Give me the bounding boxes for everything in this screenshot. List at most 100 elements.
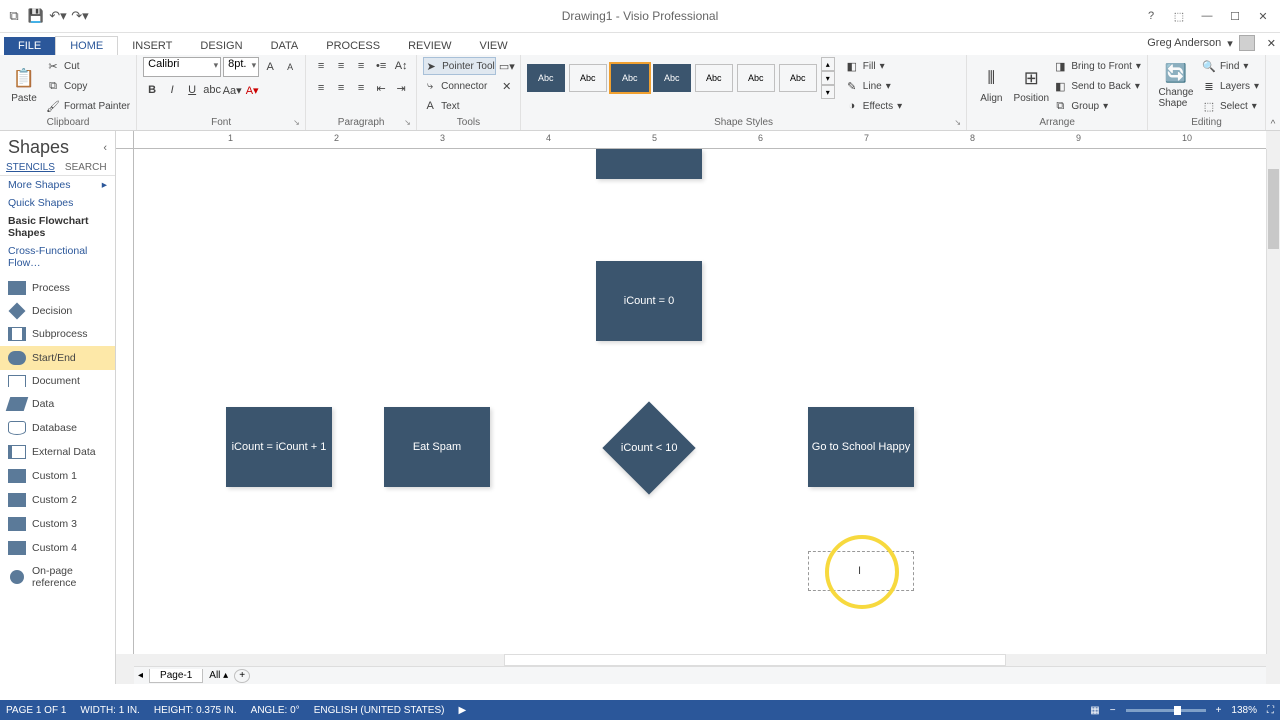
underline-button[interactable]: U bbox=[183, 81, 201, 99]
drawing-canvas[interactable]: iCount = 0 iCount = iCount + 1 Eat Spam Go … bbox=[134, 149, 1266, 654]
minimize-ribbon-icon[interactable]: ⬚ bbox=[1166, 6, 1192, 26]
tab-design[interactable]: DESIGN bbox=[186, 37, 256, 55]
change-shape-button[interactable]: 🔄Change Shape bbox=[1154, 57, 1198, 113]
paste-button[interactable]: 📋 Paste bbox=[6, 57, 42, 113]
bullets-icon[interactable]: •≡ bbox=[372, 57, 390, 75]
redo-icon[interactable]: ↷▾ bbox=[70, 6, 90, 26]
font-color-button[interactable]: A▾ bbox=[243, 81, 261, 99]
shape-top-partial[interactable] bbox=[596, 149, 702, 179]
font-name-combo[interactable]: Calibri bbox=[143, 57, 221, 77]
select-button[interactable]: ⬚Select▾ bbox=[1202, 97, 1259, 115]
zoom-in-icon[interactable]: + bbox=[1216, 705, 1222, 716]
zoom-label[interactable]: 138% bbox=[1231, 705, 1257, 716]
cross-functional-stencil[interactable]: Cross-Functional Flow… bbox=[0, 242, 115, 272]
shape-icount-plus-one[interactable]: iCount = iCount + 1 bbox=[226, 407, 332, 487]
effects-button[interactable]: ◑Effects▾ bbox=[845, 97, 902, 115]
line-button[interactable]: ✎Line▾ bbox=[845, 77, 902, 95]
horizontal-scrollbar[interactable] bbox=[134, 654, 1266, 666]
indent-dec-icon[interactable]: ⇤ bbox=[372, 79, 390, 97]
pointer-tool-button[interactable]: ➤Pointer Tool bbox=[423, 57, 496, 75]
style-3[interactable]: Abc bbox=[611, 64, 649, 92]
align-right-icon[interactable]: ≡ bbox=[352, 79, 370, 97]
undo-icon[interactable]: ↶▾ bbox=[48, 6, 68, 26]
macro-icon[interactable]: ▶ bbox=[458, 705, 466, 716]
shape-item-custom-1[interactable]: Custom 1 bbox=[0, 464, 115, 488]
shape-item-custom-2[interactable]: Custom 2 bbox=[0, 488, 115, 512]
shape-item-external-data[interactable]: External Data bbox=[0, 440, 115, 464]
user-area[interactable]: Greg Anderson ▾ ✕ bbox=[1147, 35, 1276, 51]
shape-icount-zero[interactable]: iCount = 0 bbox=[596, 261, 702, 341]
font-dialog-launcher[interactable]: ↘ bbox=[293, 118, 303, 128]
align-button[interactable]: ⫴Align bbox=[973, 57, 1009, 113]
style-7[interactable]: Abc bbox=[779, 64, 817, 92]
shape-eat-spam[interactable]: Eat Spam bbox=[384, 407, 490, 487]
visio-icon[interactable]: ⧉ bbox=[4, 6, 24, 26]
style-2[interactable]: Abc bbox=[569, 64, 607, 92]
connector-button[interactable]: ⤷Connector bbox=[423, 77, 496, 95]
layers-button[interactable]: ≣Layers▾ bbox=[1202, 77, 1259, 95]
close-icon[interactable]: ✕ bbox=[1250, 6, 1276, 26]
tab-insert[interactable]: INSERT bbox=[118, 37, 186, 55]
styles-dialog-launcher[interactable]: ↘ bbox=[954, 118, 964, 128]
presentation-icon[interactable]: ▦ bbox=[1090, 705, 1099, 716]
align-bottom-icon[interactable]: ≡ bbox=[352, 57, 370, 75]
scrollbar-thumb[interactable] bbox=[1268, 169, 1279, 249]
shape-item-custom-4[interactable]: Custom 4 bbox=[0, 536, 115, 560]
shape-item-database[interactable]: Database bbox=[0, 416, 115, 440]
style-6[interactable]: Abc bbox=[737, 64, 775, 92]
indent-inc-icon[interactable]: ⇥ bbox=[392, 79, 410, 97]
text-tool-button[interactable]: AText bbox=[423, 97, 496, 115]
basic-flowchart-stencil[interactable]: Basic Flowchart Shapes bbox=[0, 212, 115, 242]
tab-file[interactable]: FILE bbox=[4, 37, 55, 55]
close-doc-icon[interactable]: ✕ bbox=[1267, 37, 1276, 50]
delete-tool[interactable]: ✕ bbox=[500, 77, 514, 95]
status-language[interactable]: ENGLISH (UNITED STATES) bbox=[314, 705, 445, 716]
style-4[interactable]: Abc bbox=[653, 64, 691, 92]
save-icon[interactable]: 💾 bbox=[26, 6, 46, 26]
stencils-tab[interactable]: STENCILS bbox=[6, 160, 55, 175]
minimize-icon[interactable]: — bbox=[1194, 6, 1220, 26]
format-painter-button[interactable]: 🖌Format Painter bbox=[46, 97, 130, 115]
orientation-icon[interactable]: A↕ bbox=[392, 57, 410, 75]
more-shapes[interactable]: More Shapes▸ bbox=[0, 176, 115, 194]
collapse-ribbon-icon[interactable]: ^ bbox=[1266, 55, 1280, 130]
shape-item-document[interactable]: Document bbox=[0, 370, 115, 392]
shape-item-data[interactable]: Data bbox=[0, 392, 115, 416]
bold-button[interactable]: B bbox=[143, 81, 161, 99]
tab-review[interactable]: REVIEW bbox=[394, 37, 465, 55]
fit-page-icon[interactable]: ⛶ bbox=[1267, 705, 1274, 716]
help-icon[interactable]: ? bbox=[1138, 6, 1164, 26]
group-button[interactable]: ⧉Group▾ bbox=[1053, 97, 1141, 115]
case-button[interactable]: Aa▾ bbox=[223, 81, 241, 99]
cut-button[interactable]: ✂Cut bbox=[46, 57, 130, 75]
position-button[interactable]: ⊞Position bbox=[1013, 57, 1049, 113]
vertical-scrollbar[interactable] bbox=[1266, 149, 1280, 654]
find-button[interactable]: 🔍Find▾ bbox=[1202, 57, 1259, 75]
italic-button[interactable]: I bbox=[163, 81, 181, 99]
search-tab[interactable]: SEARCH bbox=[65, 160, 107, 175]
rectangle-tool[interactable]: ▭▾ bbox=[500, 57, 514, 75]
align-top-icon[interactable]: ≡ bbox=[312, 57, 330, 75]
tab-view[interactable]: VIEW bbox=[465, 37, 521, 55]
page-tab-1[interactable]: Page-1 bbox=[149, 669, 203, 683]
all-pages[interactable]: All ▴ bbox=[209, 670, 228, 681]
zoom-out-icon[interactable]: − bbox=[1110, 705, 1116, 716]
shape-item-custom-3[interactable]: Custom 3 bbox=[0, 512, 115, 536]
tab-home[interactable]: HOME bbox=[55, 36, 118, 55]
tab-data[interactable]: DATA bbox=[257, 37, 313, 55]
shape-item-on-page-reference[interactable]: On-page reference bbox=[0, 560, 115, 594]
shape-item-decision[interactable]: Decision bbox=[0, 300, 115, 322]
tab-process[interactable]: PROCESS bbox=[312, 37, 394, 55]
paragraph-dialog-launcher[interactable]: ↘ bbox=[404, 118, 414, 128]
shrink-font-icon[interactable]: A bbox=[281, 58, 299, 76]
align-left-icon[interactable]: ≡ bbox=[312, 79, 330, 97]
shape-decision[interactable]: iCount < 10 bbox=[602, 401, 695, 494]
shape-item-subprocess[interactable]: Subprocess bbox=[0, 322, 115, 346]
shape-go-to-school[interactable]: Go to School Happy bbox=[808, 407, 914, 487]
send-back-button[interactable]: ◧Send to Back▾ bbox=[1053, 77, 1141, 95]
shape-item-start-end[interactable]: Start/End bbox=[0, 346, 115, 370]
style-gallery[interactable]: Abc Abc Abc Abc Abc Abc Abc ▴▾▾ bbox=[527, 57, 835, 99]
collapse-panel-icon[interactable]: ‹ bbox=[103, 142, 107, 154]
strike-button[interactable]: abc bbox=[203, 81, 221, 99]
nav-left-icon[interactable]: ◂ bbox=[138, 670, 143, 681]
